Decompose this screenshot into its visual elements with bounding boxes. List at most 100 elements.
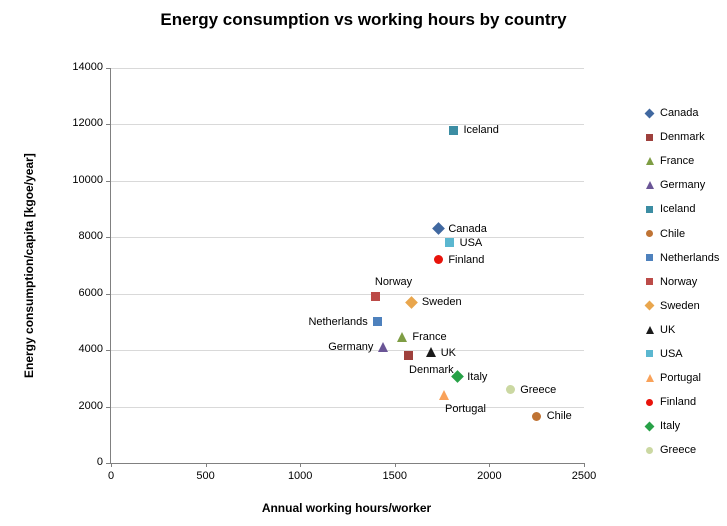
square-marker-icon (644, 350, 655, 358)
point-norway (371, 292, 381, 302)
square-marker-icon (644, 133, 655, 141)
y-tick-label: 4000 (78, 343, 103, 356)
legend-label: Denmark (660, 131, 705, 144)
legend-label: Chile (660, 227, 686, 240)
x-tick-mark (205, 463, 207, 467)
point-portugal (438, 389, 449, 400)
circle-marker-icon (644, 398, 655, 406)
point-label: Iceland (463, 124, 499, 137)
diamond-marker-icon (644, 108, 655, 118)
y-tick-mark (106, 406, 110, 408)
y-tick-label: 8000 (78, 230, 103, 243)
legend-item: Portugal (644, 366, 719, 390)
legend-label: Sweden (660, 299, 700, 312)
point-label: Netherlands (308, 315, 368, 328)
square-marker-icon (644, 205, 655, 213)
x-tick-label: 2500 (571, 470, 597, 482)
legend-item: France (644, 149, 719, 173)
point-label: Portugal (444, 403, 486, 416)
circle-marker-icon (644, 446, 655, 454)
point-label: Norway (374, 275, 413, 288)
triangle-marker-icon (644, 157, 655, 166)
legend-item: Sweden (644, 294, 719, 318)
x-tick-mark (111, 463, 112, 467)
diamond-marker-icon (644, 300, 655, 311)
x-axis-title: Annual working hours/worker (261, 501, 432, 515)
point-label: UK (440, 346, 457, 359)
legend-item: Italy (644, 414, 719, 438)
legend-item: Chile (644, 221, 719, 245)
point-chile (532, 411, 542, 421)
legend-label: Iceland (660, 203, 696, 216)
y-tick-mark (106, 68, 110, 69)
point-canada (431, 222, 445, 236)
point-label: Canada (448, 222, 487, 235)
circle-marker-icon (644, 230, 655, 238)
point-greece (505, 385, 515, 395)
x-tick-label: 2000 (477, 470, 502, 482)
point-france (397, 331, 408, 342)
y-tick-label: 10000 (72, 173, 103, 186)
y-tick-label: 12000 (72, 117, 103, 130)
legend-item: Canada (644, 101, 719, 125)
gridline (111, 293, 584, 295)
legend-item: Denmark (644, 125, 719, 149)
legend-item: Finland (644, 390, 719, 414)
legend-label: USA (660, 347, 683, 360)
legend-label: Greece (660, 444, 697, 457)
point-denmark (403, 351, 413, 361)
point-label: Chile (546, 410, 572, 423)
plot-area: 0 2000 4000 6000 8000 10000 12000 14000 0 500 1000… (72, 61, 596, 482)
legend-item: Germany (644, 173, 719, 197)
triangle-marker-icon (644, 181, 655, 190)
legend-item: Netherlands (644, 246, 719, 270)
y-tick-label: 6000 (78, 286, 103, 299)
square-marker-icon (644, 278, 655, 286)
point-germany (378, 341, 389, 352)
gridline (111, 350, 584, 352)
gridline (111, 124, 584, 126)
legend-label: Canada (660, 107, 699, 120)
x-tick-mark (584, 463, 585, 467)
legend: Canada Denmark France Germany Iceland Chile Ne… (644, 101, 719, 462)
y-tick-mark (106, 463, 110, 464)
legend-label: France (660, 155, 695, 168)
legend-label: Netherlands (660, 251, 720, 264)
point-label: France (412, 331, 447, 344)
point-netherlands (373, 317, 383, 327)
chart-title: Energy consumption vs working hours by c… (160, 10, 567, 29)
legend-label: Norway (660, 275, 698, 288)
legend-label: Portugal (660, 372, 701, 385)
legend-item: USA (644, 342, 719, 366)
triangle-marker-icon (644, 374, 655, 383)
y-tick-mark (106, 293, 110, 295)
point-label: Denmark (409, 363, 454, 376)
y-tick-label: 2000 (78, 399, 103, 412)
point-sweden (405, 295, 419, 309)
y-tick-mark (106, 237, 110, 239)
point-iceland (448, 125, 458, 135)
legend-item: Iceland (644, 197, 719, 221)
x-tick-label: 1500 (382, 470, 408, 482)
y-tick-label: 0 (96, 456, 103, 468)
legend-label: UK (660, 323, 676, 336)
legend-label: Germany (660, 179, 706, 192)
legend-item: Greece (644, 438, 719, 462)
point-usa (445, 238, 455, 248)
x-tick-mark (300, 463, 302, 467)
point-uk (425, 347, 436, 358)
gridline (111, 406, 584, 408)
point-label: Sweden (421, 296, 462, 309)
point-label: Italy (467, 370, 488, 383)
point-finland (433, 255, 443, 265)
point-label: Finland (448, 253, 485, 266)
legend-label: Italy (660, 420, 681, 433)
y-tick-mark (106, 350, 110, 352)
gridline (111, 68, 584, 69)
y-axis-title: Energy consumption/capita [kgoe/year] (22, 153, 36, 378)
x-tick-mark (394, 463, 396, 467)
x-tick-label: 0 (107, 470, 115, 482)
y-tick-label: 14000 (72, 61, 103, 73)
triangle-marker-icon (644, 325, 655, 334)
